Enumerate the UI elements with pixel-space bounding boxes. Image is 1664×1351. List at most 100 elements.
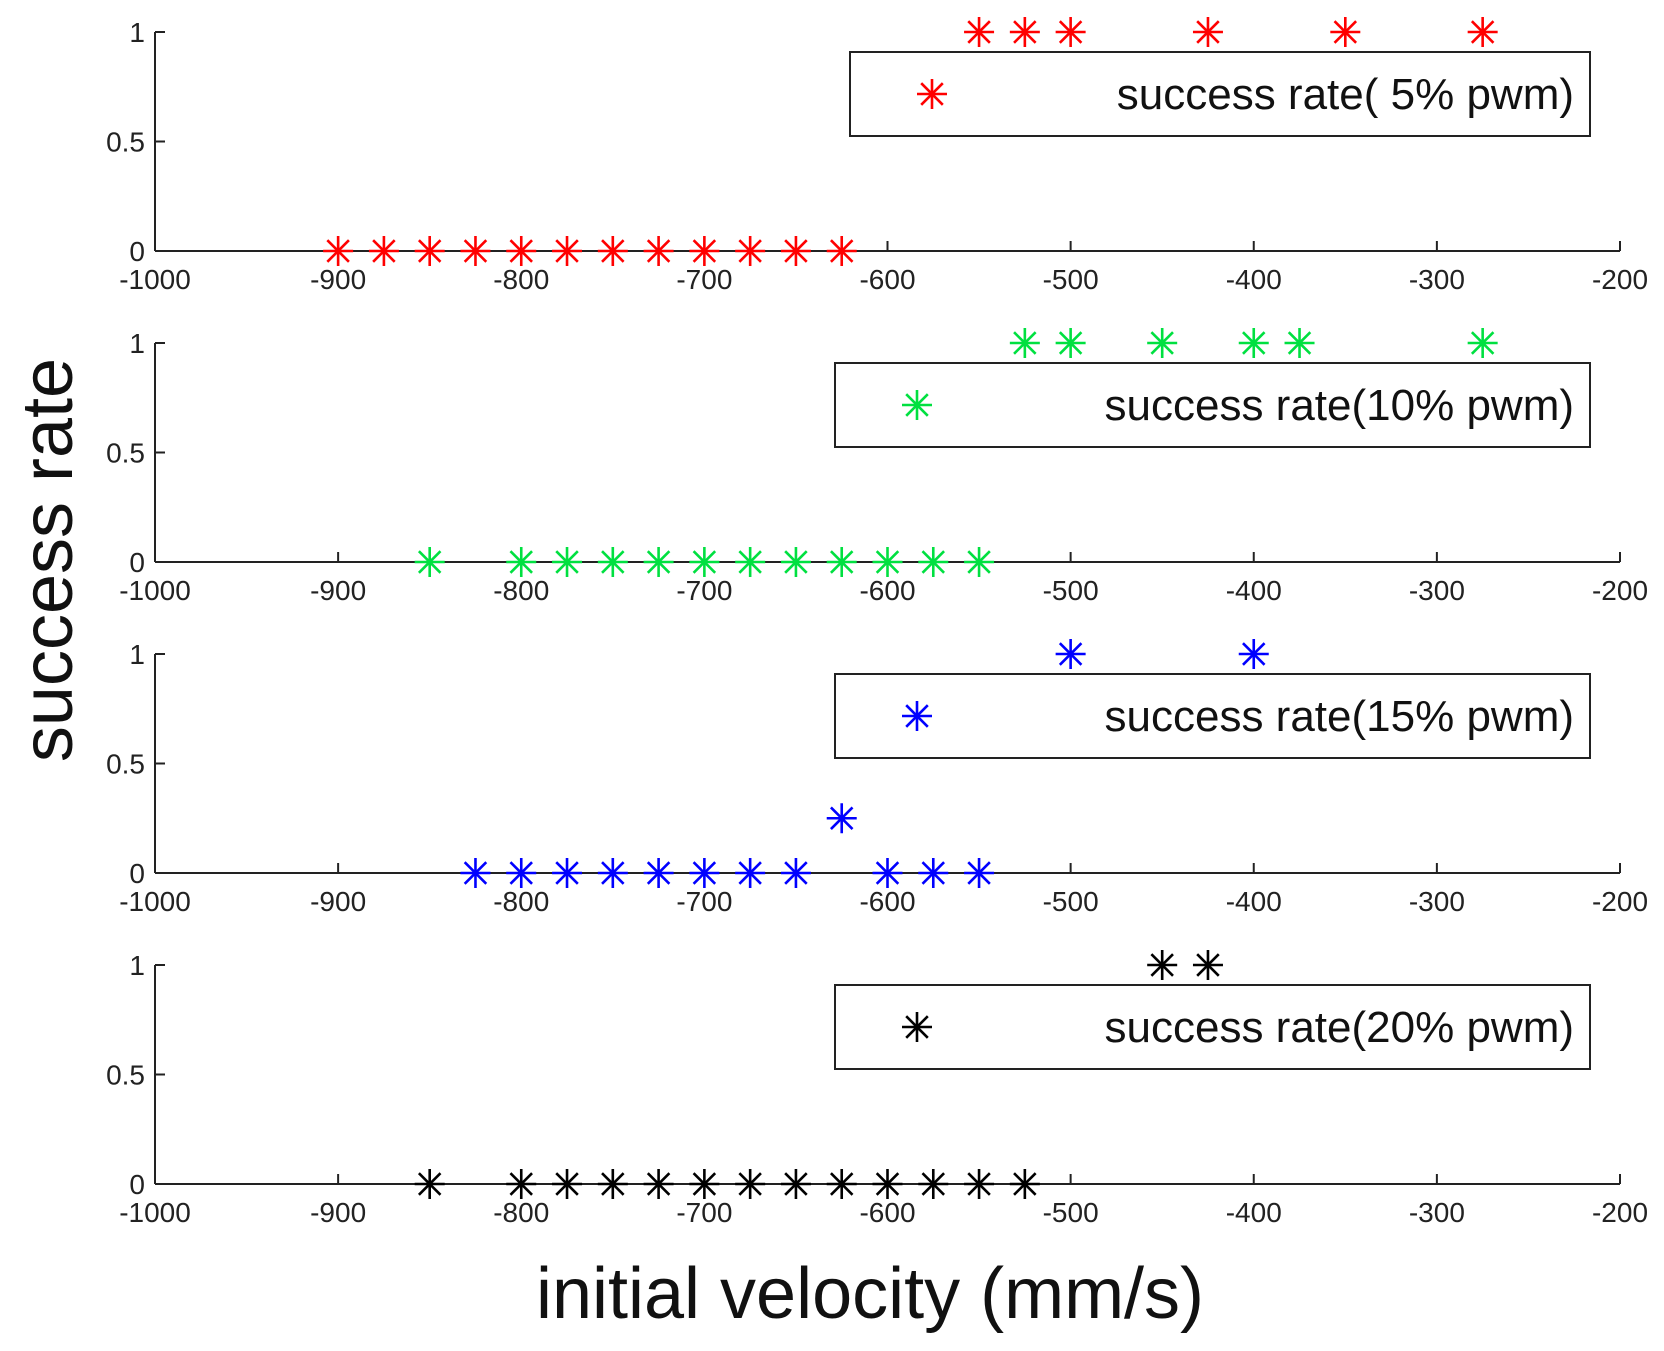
x-tick-label: -500: [1043, 575, 1099, 606]
data-point: [460, 236, 491, 266]
data-point: [643, 858, 674, 888]
data-point: [1009, 328, 1040, 358]
legend-label: success rate(10% pwm): [1105, 381, 1574, 430]
legend: success rate(15% pwm): [834, 673, 1591, 759]
x-tick-label: -900: [310, 886, 366, 917]
data-point: [780, 547, 811, 577]
y-axis-title: success rate: [8, 358, 88, 762]
x-tick-label: -900: [310, 575, 366, 606]
subplot-panels: -1000 -900 -800 -700 -600 -500 -400 -300 -200 0 0.…: [106, 17, 1648, 1228]
data-point: [1147, 950, 1178, 980]
data-point: [506, 1169, 537, 1199]
data-point: [1192, 17, 1223, 47]
data-point: [552, 858, 583, 888]
x-tick-label: -900: [310, 1197, 366, 1228]
data-point: [643, 547, 674, 577]
x-axis-title: initial velocity (mm/s): [536, 1254, 1204, 1334]
data-point: [1055, 17, 1086, 47]
subplot-1: -1000 -900 -800 -700 -600 -500 -400 -300 -200 0 0.…: [106, 17, 1648, 295]
data-point: [872, 1169, 903, 1199]
data-point: [872, 547, 903, 577]
data-point: [1238, 639, 1269, 669]
x-tick-label: -200: [1592, 264, 1648, 295]
data-point: [597, 236, 628, 266]
y-tick-label: 1: [129, 328, 145, 359]
x-tick-label: -900: [310, 264, 366, 295]
legend-box: [834, 673, 1591, 759]
data-point: [689, 547, 720, 577]
x-tick-label: -800: [493, 886, 549, 917]
x-tick-label: -300: [1409, 886, 1465, 917]
data-point: [368, 236, 399, 266]
data-point: [918, 547, 949, 577]
x-tick-label: -800: [493, 575, 549, 606]
x-tick-label: -200: [1592, 1197, 1648, 1228]
legend-label: success rate(15% pwm): [1105, 692, 1574, 741]
data-point: [1009, 1169, 1040, 1199]
x-tick-label: -800: [493, 264, 549, 295]
data-point: [597, 858, 628, 888]
x-tick-label: -500: [1043, 1197, 1099, 1228]
y-tick-label: 0: [129, 236, 145, 267]
data-point: [689, 236, 720, 266]
data-point: [552, 1169, 583, 1199]
data-point: [735, 1169, 766, 1199]
data-point: [964, 1169, 995, 1199]
x-tick-label: -600: [859, 264, 915, 295]
x-tick-label: -600: [859, 1197, 915, 1228]
data-point: [643, 1169, 674, 1199]
x-tick-label: -600: [859, 886, 915, 917]
x-tick-label: -300: [1409, 264, 1465, 295]
legend-marker: [902, 701, 932, 731]
x-tick-label: -700: [676, 575, 732, 606]
legend-marker: [902, 1012, 932, 1042]
x-tick-label: -400: [1226, 264, 1282, 295]
data-point: [323, 236, 354, 266]
x-tick-label: -300: [1409, 575, 1465, 606]
data-point: [1284, 328, 1315, 358]
legend: success rate(20% pwm): [834, 984, 1591, 1070]
data-point: [918, 858, 949, 888]
data-point: [1055, 639, 1086, 669]
y-tick-label: 1: [129, 17, 145, 48]
data-point: [1467, 17, 1498, 47]
data-point: [964, 547, 995, 577]
x-tick-label: -400: [1226, 575, 1282, 606]
data-point: [826, 236, 857, 266]
data-point: [826, 803, 857, 834]
x-tick-label: -1000: [119, 575, 191, 606]
data-point: [1238, 328, 1269, 358]
data-point: [552, 547, 583, 577]
x-tick-label: -200: [1592, 575, 1648, 606]
x-tick-label: -600: [859, 575, 915, 606]
data-point: [506, 858, 537, 888]
data-point: [735, 858, 766, 888]
legend-marker: [917, 79, 947, 109]
x-tick-label: -400: [1226, 886, 1282, 917]
data-point: [872, 858, 903, 888]
y-tick-label: 1: [129, 950, 145, 981]
data-point: [414, 236, 445, 266]
data-point: [689, 858, 720, 888]
data-point: [735, 547, 766, 577]
y-tick-label: 1: [129, 639, 145, 670]
x-tick-label: -700: [676, 1197, 732, 1228]
legend-box: [849, 51, 1591, 137]
data-point: [597, 547, 628, 577]
legend-label: success rate(20% pwm): [1105, 1003, 1574, 1052]
data-point: [918, 1169, 949, 1199]
data-point: [1055, 328, 1086, 358]
x-tick-label: -400: [1226, 1197, 1282, 1228]
x-tick-label: -1000: [119, 886, 191, 917]
x-tick-label: -300: [1409, 1197, 1465, 1228]
x-tick-label: -1000: [119, 264, 191, 295]
legend-label: success rate( 5% pwm): [1117, 70, 1574, 119]
data-point: [1147, 328, 1178, 358]
data-point: [780, 236, 811, 266]
x-tick-label: -700: [676, 886, 732, 917]
y-tick-label: 0.5: [106, 749, 145, 780]
x-tick-label: -800: [493, 1197, 549, 1228]
data-point: [689, 1169, 720, 1199]
data-point: [780, 1169, 811, 1199]
